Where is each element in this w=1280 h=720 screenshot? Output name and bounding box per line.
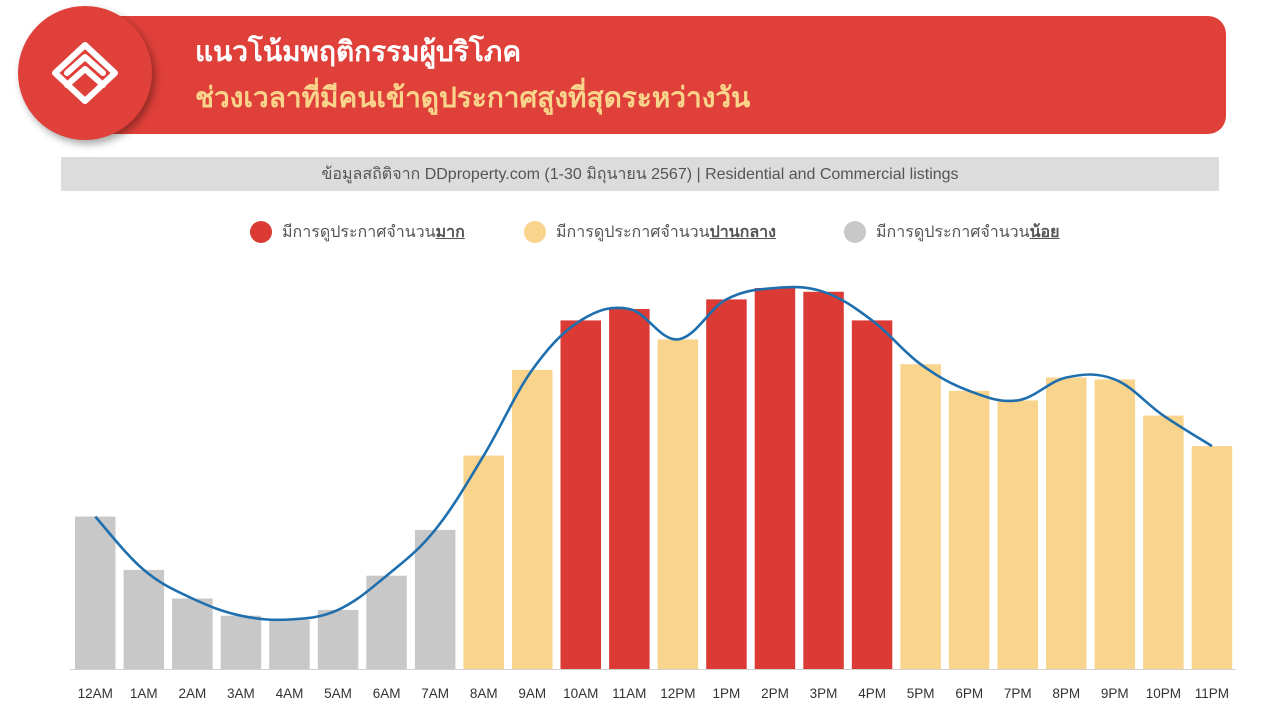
bar-10pm (1143, 415, 1184, 669)
bar-2am (172, 598, 213, 669)
logo-badge (18, 6, 152, 140)
tick-label-12am: 12AM (78, 686, 113, 701)
legend-prefix: มีการดูประกาศจำนวน (282, 223, 436, 241)
legend-swatch-low (844, 221, 866, 243)
tick-label-11pm: 11PM (1195, 686, 1229, 701)
trend-line (94, 285, 1213, 622)
bar-3pm (803, 291, 844, 669)
legend-prefix: มีการดูประกาศจำนวน (876, 223, 1030, 241)
bar-10am (560, 320, 601, 669)
bar-11pm (1191, 446, 1233, 669)
tick-label-3pm: 3PM (810, 686, 838, 701)
tick-label-1pm: 1PM (713, 686, 741, 701)
source-note: ข้อมูลสถิติจาก DDproperty.com (1-30 มิถุ… (61, 157, 1219, 191)
bar-9pm (1094, 379, 1136, 669)
bar-7pm (997, 400, 1038, 669)
tick-label-8pm: 8PM (1052, 686, 1080, 701)
legend-prefix: มีการดูประกาศจำนวน (556, 223, 710, 241)
page-subtitle: ช่วงเวลาที่มีคนเข้าดูประกาศสูงที่สุดระหว… (195, 81, 751, 114)
tick-label-12pm: 12PM (660, 686, 695, 701)
legend-swatch-medium (524, 221, 546, 243)
tick-label-3am: 3AM (227, 686, 255, 701)
bar-12am (75, 516, 116, 669)
bar-8am (463, 455, 504, 669)
legend-emphasis: น้อย (1029, 223, 1060, 241)
bar-5pm (900, 364, 941, 669)
bar-12pm (657, 339, 699, 669)
legend-emphasis: ปานกลาง (709, 223, 776, 241)
bar-4am (269, 619, 310, 669)
tick-label-6pm: 6PM (955, 686, 983, 701)
bar-8pm (1046, 377, 1087, 669)
tick-label-1am: 1AM (130, 686, 158, 701)
legend-item-low: มีการดูประกาศจำนวนน้อย (844, 218, 1060, 246)
bar-7am (414, 529, 456, 669)
tick-label-7am: 7AM (421, 686, 449, 701)
tick-label-10am: 10AM (563, 686, 598, 701)
tick-label-8am: 8AM (470, 686, 498, 701)
bar-1pm (706, 299, 747, 669)
ddproperty-house-logo-icon (52, 42, 118, 104)
tick-label-5pm: 5PM (907, 686, 935, 701)
bar-3am (220, 615, 262, 669)
tick-label-5am: 5AM (324, 686, 352, 701)
tick-label-2pm: 2PM (761, 686, 789, 701)
bar-11am (609, 309, 650, 669)
bar-9am (512, 369, 553, 669)
bar-6pm (948, 390, 990, 669)
tick-label-4am: 4AM (276, 686, 304, 701)
bar-6am (366, 575, 407, 669)
page-title: แนวโน้มพฤติกรรมผู้บริโภค (195, 35, 522, 68)
tick-label-9am: 9AM (518, 686, 546, 701)
legend-item-medium: มีการดูประกาศจำนวนปานกลาง (524, 218, 776, 246)
header-banner (60, 16, 1226, 134)
bar-5am (317, 609, 359, 669)
tick-label-9pm: 9PM (1101, 686, 1129, 701)
bar-1am (123, 569, 165, 669)
legend-item-high: มีการดูประกาศจำนวนมาก (250, 218, 465, 246)
bar-2pm (754, 288, 796, 669)
tick-label-7pm: 7PM (1004, 686, 1032, 701)
tick-label-4pm: 4PM (858, 686, 886, 701)
legend-emphasis: มาก (435, 223, 465, 241)
tick-label-10pm: 10PM (1146, 686, 1181, 701)
tick-label-6am: 6AM (373, 686, 401, 701)
tick-label-11am: 11AM (612, 686, 646, 701)
bar-4pm (851, 320, 893, 669)
legend-swatch-high (250, 221, 272, 243)
tick-label-2am: 2AM (179, 686, 207, 701)
